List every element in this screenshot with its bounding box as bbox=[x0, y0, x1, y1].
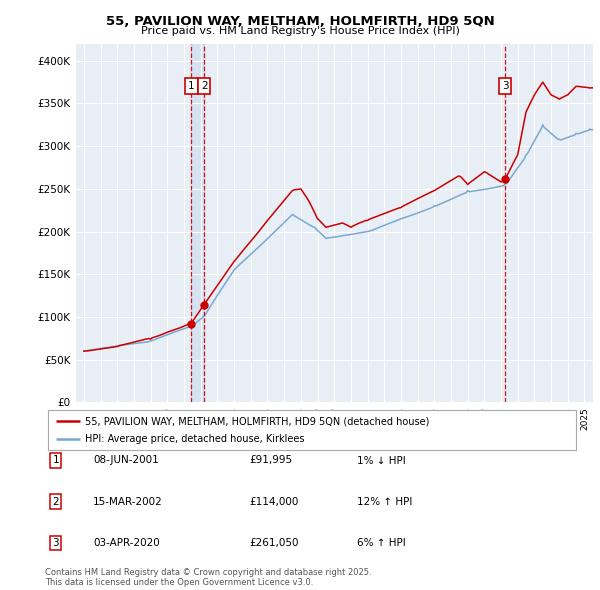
Text: 55, PAVILION WAY, MELTHAM, HOLMFIRTH, HD9 5QN (detached house): 55, PAVILION WAY, MELTHAM, HOLMFIRTH, HD… bbox=[85, 417, 430, 427]
Text: 03-APR-2020: 03-APR-2020 bbox=[93, 538, 160, 548]
Text: 15-MAR-2002: 15-MAR-2002 bbox=[93, 497, 163, 507]
Text: £91,995: £91,995 bbox=[249, 455, 292, 466]
Bar bbox=[191, 44, 204, 402]
Text: 2: 2 bbox=[52, 497, 59, 507]
Text: 3: 3 bbox=[52, 538, 59, 548]
Text: HPI: Average price, detached house, Kirklees: HPI: Average price, detached house, Kirk… bbox=[85, 434, 304, 444]
Text: 1: 1 bbox=[188, 81, 194, 91]
Text: 1% ↓ HPI: 1% ↓ HPI bbox=[357, 455, 406, 466]
Text: 55, PAVILION WAY, MELTHAM, HOLMFIRTH, HD9 5QN: 55, PAVILION WAY, MELTHAM, HOLMFIRTH, HD… bbox=[106, 15, 494, 28]
Text: 2: 2 bbox=[201, 81, 208, 91]
Text: £114,000: £114,000 bbox=[249, 497, 298, 507]
Text: 6% ↑ HPI: 6% ↑ HPI bbox=[357, 538, 406, 548]
Text: 3: 3 bbox=[502, 81, 509, 91]
Text: Contains HM Land Registry data © Crown copyright and database right 2025.
This d: Contains HM Land Registry data © Crown c… bbox=[45, 568, 371, 587]
Text: 1: 1 bbox=[52, 455, 59, 466]
Text: £261,050: £261,050 bbox=[249, 538, 299, 548]
Text: 08-JUN-2001: 08-JUN-2001 bbox=[93, 455, 159, 466]
Text: Price paid vs. HM Land Registry's House Price Index (HPI): Price paid vs. HM Land Registry's House … bbox=[140, 26, 460, 36]
Text: 12% ↑ HPI: 12% ↑ HPI bbox=[357, 497, 412, 507]
